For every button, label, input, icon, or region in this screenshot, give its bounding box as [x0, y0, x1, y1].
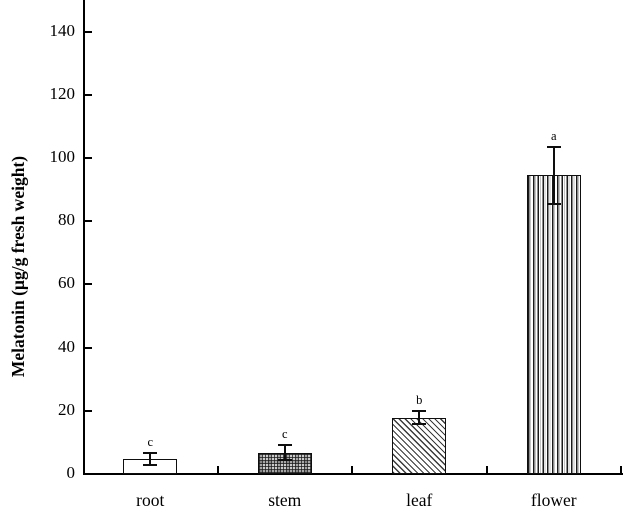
error-cap-bottom-root — [143, 464, 158, 467]
error-cap-top-root — [143, 451, 158, 454]
bar-flower — [526, 175, 581, 474]
error-cap-top-leaf — [412, 410, 427, 413]
y-tick-label-140: 140 — [49, 20, 76, 40]
x-boundary-tick-3 — [485, 466, 488, 473]
sig-letter-leaf: b — [416, 393, 423, 408]
x-boundary-tick-4 — [620, 466, 622, 473]
y-tick-label-40: 40 — [58, 336, 75, 356]
error-cap-bottom-leaf — [412, 423, 427, 426]
sig-letter-root: c — [147, 434, 154, 449]
y-tick-60 — [85, 283, 92, 286]
bar-leaf — [392, 417, 447, 474]
error-cap-bottom-stem — [277, 458, 292, 461]
error-cap-top-stem — [277, 444, 292, 447]
error-bar-stem — [283, 445, 286, 460]
error-bar-leaf — [418, 411, 421, 425]
x-axis-line — [83, 473, 623, 475]
error-cap-top-flower — [546, 145, 561, 148]
y-tick-120 — [85, 93, 92, 96]
y-tick-label-0: 0 — [66, 463, 76, 482]
bar-stem — [257, 452, 312, 474]
x-tick-label-root: root — [136, 490, 165, 510]
x-tick-label-flower: flower — [530, 490, 577, 510]
sig-letter-stem: c — [281, 427, 288, 442]
error-bar-flower — [552, 146, 555, 204]
y-tick-40 — [85, 346, 92, 349]
y-tick-20 — [85, 409, 92, 412]
error-bar-root — [149, 452, 152, 466]
y-tick-label-80: 80 — [58, 210, 75, 230]
y-axis-line — [83, 0, 85, 475]
sig-letter-flower: a — [550, 128, 557, 143]
y-tick-label-20: 20 — [58, 399, 75, 419]
x-tick-label-leaf: leaf — [406, 490, 433, 510]
y-tick-0 — [85, 473, 92, 475]
y-tick-100 — [85, 157, 92, 159]
x-boundary-tick-1 — [216, 466, 219, 473]
y-tick-80 — [85, 220, 92, 223]
y-tick-label-100: 100 — [49, 147, 76, 166]
x-tick-label-stem: stem — [268, 490, 302, 510]
error-cap-bottom-flower — [546, 202, 561, 205]
x-boundary-tick-2 — [351, 466, 353, 473]
y-tick-label-120: 120 — [49, 83, 76, 103]
y-tick-140 — [85, 30, 92, 33]
y-tick-label-60: 60 — [58, 273, 75, 293]
